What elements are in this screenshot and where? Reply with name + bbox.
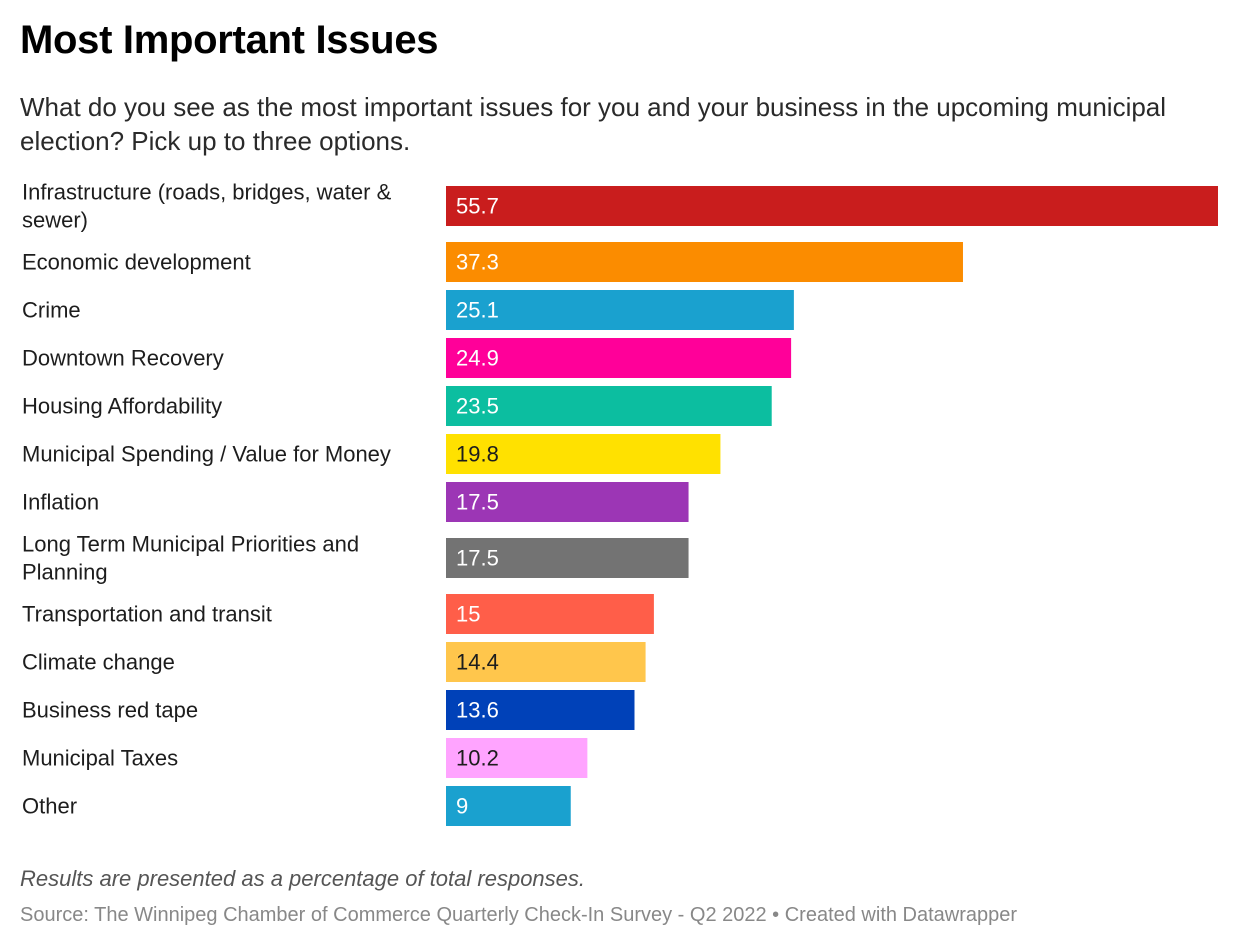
category-label: sewer): [22, 208, 88, 233]
bar: [446, 290, 794, 330]
category-label: Economic development: [22, 250, 251, 275]
bar: [446, 386, 772, 426]
bar: [446, 642, 646, 682]
value-label: 15: [456, 602, 480, 627]
bar-row: Crime 25.1: [22, 290, 794, 330]
category-label: Municipal Spending / Value for Money: [22, 442, 391, 467]
bar: [446, 738, 588, 778]
category-label: Downtown Recovery: [22, 346, 224, 371]
bar-row: Municipal Spending / Value for Money 19.8: [22, 434, 721, 474]
value-label: 14.4: [456, 650, 499, 675]
value-label: 25.1: [456, 298, 499, 323]
bar-row: Infrastructure (roads, bridges, water & s…: [22, 180, 1218, 233]
category-label: Crime: [22, 298, 81, 323]
bar-row: Climate change 14.4: [22, 642, 646, 682]
bar-row: Municipal Taxes 10.2: [22, 738, 588, 778]
bar: [446, 786, 571, 826]
value-label: 17.5: [456, 546, 499, 571]
value-label: 37.3: [456, 250, 499, 275]
bar: [446, 538, 689, 578]
chart-source: Source: The Winnipeg Chamber of Commerce…: [20, 904, 1018, 926]
category-label: Transportation and transit: [22, 602, 272, 627]
bar-row: Downtown Recovery 24.9: [22, 338, 792, 378]
category-label: Municipal Taxes: [22, 746, 178, 771]
value-label: 17.5: [456, 490, 499, 515]
bar-row: Economic development 37.3: [22, 242, 963, 282]
bar: [446, 482, 689, 522]
value-label: 9: [456, 794, 468, 819]
category-label: Other: [22, 794, 77, 819]
bar-row: Transportation and transit 15: [22, 594, 654, 634]
chart-subtitle: What do you see as the most important is…: [20, 92, 1167, 156]
category-label: Inflation: [22, 490, 99, 515]
bar: [446, 242, 963, 282]
category-label: Business red tape: [22, 698, 198, 723]
bar: [446, 434, 721, 474]
bar: [446, 338, 792, 378]
category-label: Housing Affordability: [22, 394, 222, 419]
bar-row: Long Term Municipal Priorities and Planni…: [22, 532, 689, 585]
category-label: Long Term Municipal Priorities and: [22, 532, 359, 557]
bar-row: Other 9: [22, 786, 571, 826]
bar: [446, 186, 1218, 226]
bar: [446, 690, 635, 730]
chart-notes: Results are presented as a percentage of…: [20, 866, 586, 891]
bar-row: Inflation 17.5: [22, 482, 689, 522]
value-label: 13.6: [456, 698, 499, 723]
value-label: 55.7: [456, 194, 499, 219]
category-label: Climate change: [22, 650, 175, 675]
bar: [446, 594, 654, 634]
value-label: 24.9: [456, 346, 499, 371]
value-label: 10.2: [456, 746, 499, 771]
bar-row: Housing Affordability 23.5: [22, 386, 772, 426]
category-label: Infrastructure (roads, bridges, water &: [22, 180, 392, 205]
chart-title: Most Important Issues: [20, 18, 439, 62]
value-label: 19.8: [456, 442, 499, 467]
category-label: Planning: [22, 560, 108, 585]
bar-row: Business red tape 13.6: [22, 690, 635, 730]
value-label: 23.5: [456, 394, 499, 419]
